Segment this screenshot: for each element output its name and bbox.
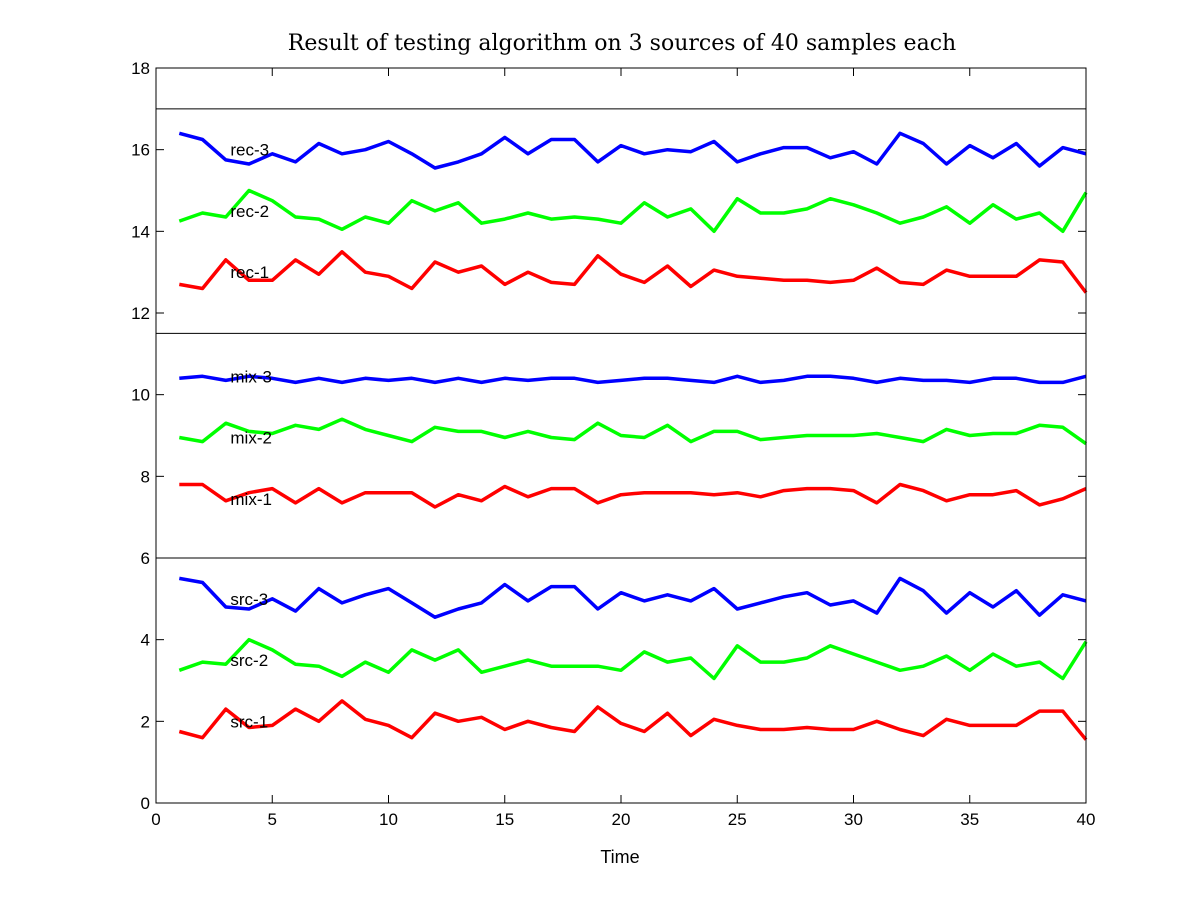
series-label-src-2: src-2 — [230, 651, 268, 670]
series-line-mix-1 — [179, 482, 1087, 509]
series-label-rec-1: rec-1 — [230, 263, 269, 282]
series-line-rec-3 — [178, 131, 1087, 170]
x-tick-label: 25 — [728, 810, 747, 829]
x-tick-label: 0 — [151, 810, 160, 829]
series-label-rec-2: rec-2 — [230, 202, 269, 221]
series-line-src-3 — [178, 576, 1087, 619]
y-tick-label: 0 — [141, 794, 150, 813]
y-tick-label: 16 — [131, 141, 150, 160]
x-tick-label: 10 — [379, 810, 398, 829]
series-line-mix-3 — [179, 374, 1087, 385]
x-axis-label: Time — [600, 847, 639, 867]
axes: 0 5 10 15 20 25 30 35 40 0 2 4 6 8 10 12 14 16 18 — [131, 59, 1095, 829]
series-line-rec-2 — [178, 188, 1088, 234]
x-tick-label: 15 — [495, 810, 514, 829]
x-tick-label: 20 — [612, 810, 631, 829]
x-tick-label: 35 — [960, 810, 979, 829]
y-tick-label: 14 — [131, 222, 150, 241]
y-tick-label: 12 — [131, 304, 150, 323]
chart-title: Result of testing algorithm on 3 sources… — [288, 31, 956, 56]
series-label-mix-2: mix-2 — [230, 429, 272, 448]
series-line-rec-1 — [178, 250, 1088, 294]
series-label-src-1: src-1 — [230, 712, 268, 731]
x-tick-label: 30 — [844, 810, 863, 829]
series-line-src-2 — [178, 637, 1088, 681]
y-tick-label: 4 — [141, 631, 150, 650]
series-label-src-3: src-3 — [230, 590, 268, 609]
y-tick-label: 10 — [131, 386, 150, 405]
series-label-mix-3: mix-3 — [230, 367, 272, 386]
x-tick-label: 40 — [1077, 810, 1096, 829]
series-label-rec-3: rec-3 — [230, 141, 269, 160]
x-tick-label: 5 — [268, 810, 277, 829]
series-line-src-1 — [178, 699, 1088, 741]
plot-area: src-1 src-2 src-3 mix-1 mix-2 mix-3 rec-1 rec-2… — [178, 131, 1088, 741]
y-tick-label: 2 — [141, 712, 150, 731]
y-tick-label: 6 — [141, 549, 150, 568]
y-tick-label: 8 — [141, 467, 150, 486]
y-tick-label: 18 — [131, 59, 150, 78]
series-label-mix-1: mix-1 — [230, 490, 272, 509]
series-line-mix-2 — [178, 417, 1088, 446]
